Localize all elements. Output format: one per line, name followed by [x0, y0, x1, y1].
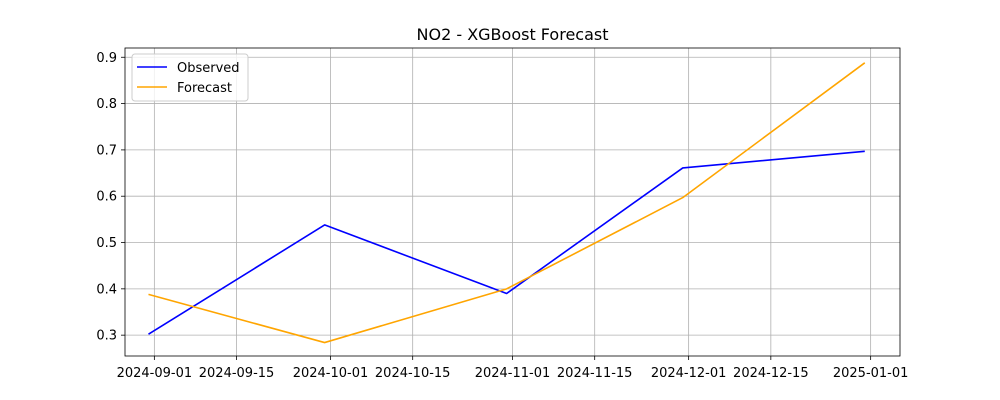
legend-label-observed: Observed — [177, 61, 240, 76]
legend-box — [131, 53, 249, 102]
axes: 2024-09-01 2024-09-15 2024-10-01 2024-10-15… — [96, 47, 909, 381]
x-tick-label: 2024-09-01 — [117, 366, 193, 381]
y-tick-label: 0.5 — [96, 236, 117, 251]
x-tick-label: 2024-11-01 — [475, 366, 551, 381]
y-tick-label: 0.9 — [96, 51, 117, 66]
x-tick-label: 2024-12-01 — [651, 366, 727, 381]
y-tick-label: 0.4 — [96, 282, 117, 297]
x-tick-label: 2024-12-15 — [733, 366, 809, 381]
y-tick-label: 0.3 — [96, 329, 117, 344]
series-lines — [148, 62, 866, 344]
x-tick-label: 2024-11-15 — [557, 366, 633, 381]
series-line-observed — [148, 150, 865, 335]
chart-title: NO2 - XGBoost Forecast — [417, 25, 609, 44]
y-tick-label: 0.7 — [96, 143, 117, 158]
y-tick-label: 0.8 — [96, 97, 117, 112]
plot-frame — [124, 47, 901, 357]
x-tick-label: 2024-10-15 — [375, 366, 451, 381]
y-tick-label: 0.6 — [96, 190, 117, 205]
x-tick-label: 2024-09-15 — [199, 366, 275, 381]
x-tick-label: 2024-10-01 — [293, 366, 369, 381]
legend-label-forecast: Forecast — [177, 81, 232, 96]
x-tick-label: 2025-01-01 — [833, 366, 909, 381]
series-line-forecast — [148, 62, 866, 344]
legend: Observed Forecast — [131, 53, 249, 102]
